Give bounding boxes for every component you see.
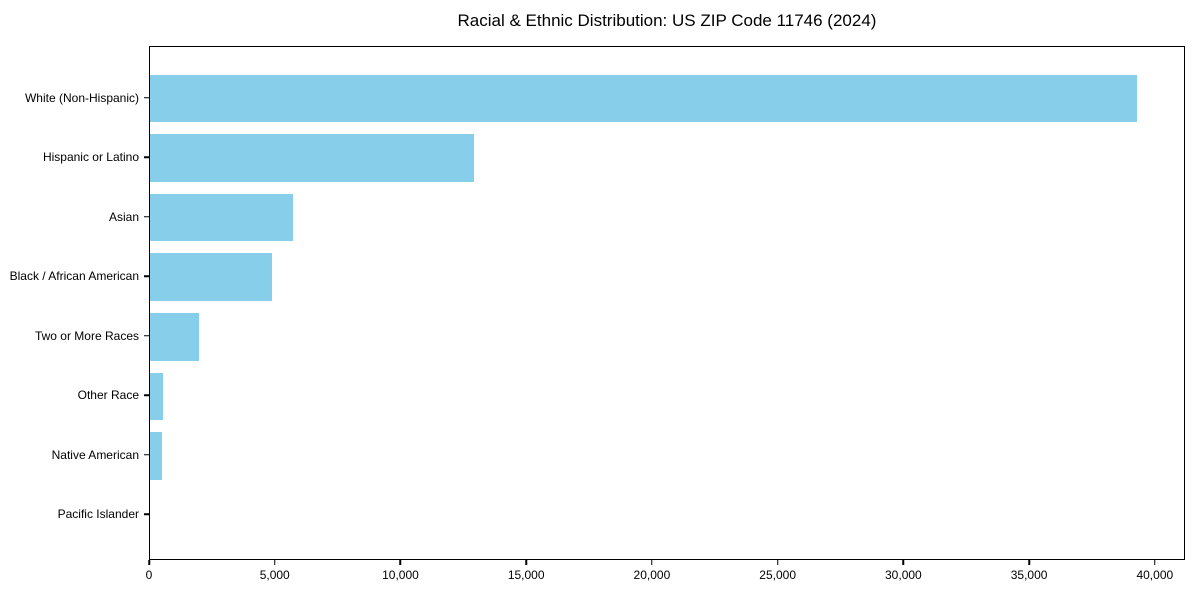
x-tick-label: 35,000 (1010, 568, 1048, 582)
bar-black-african-american (150, 253, 272, 301)
y-tick-mark (144, 513, 149, 516)
x-tick-mark (651, 560, 653, 565)
y-tick-label: Pacific Islander (57, 507, 139, 522)
y-tick-label: Hispanic or Latino (42, 150, 139, 165)
x-tick-mark (902, 560, 905, 565)
x-tick-label: 0 (145, 568, 153, 582)
y-tick-mark (144, 156, 149, 158)
y-tick-mark (144, 215, 149, 218)
x-tick-label: 20,000 (633, 568, 671, 582)
x-tick-label: 5,000 (259, 568, 290, 582)
x-tick-label: 30,000 (885, 568, 922, 582)
bar-two-or-more-races (150, 312, 200, 361)
y-tick-mark (144, 454, 149, 456)
y-tick-label: Black / African American (9, 269, 139, 284)
x-tick-mark (273, 560, 276, 565)
x-tick-mark (399, 560, 402, 565)
chart-title: Racial & Ethnic Distribution: US ZIP Cod… (457, 11, 877, 30)
x-tick-mark (1154, 560, 1156, 565)
x-tick-label: 15,000 (507, 568, 545, 582)
y-tick-mark (144, 96, 149, 99)
bar-native-american (150, 432, 162, 480)
plot-area (149, 46, 1185, 560)
x-tick-mark (525, 560, 527, 565)
x-tick-label: 25,000 (759, 568, 796, 582)
x-tick-label: 10,000 (382, 568, 419, 582)
bar-hispanic-or-latino (150, 134, 475, 182)
y-tick-mark (144, 394, 149, 397)
y-tick-label: Native American (51, 447, 139, 462)
x-tick-label: 40,000 (1136, 568, 1174, 582)
y-tick-mark (144, 335, 149, 337)
y-tick-mark (144, 275, 149, 277)
bar-asian (150, 193, 294, 242)
y-tick-label: White (Non-Hispanic) (24, 90, 139, 105)
y-tick-label: Asian (108, 209, 139, 224)
x-tick-mark (148, 560, 150, 565)
x-tick-mark (1028, 560, 1030, 565)
bar-other-race (150, 372, 164, 421)
y-tick-label: Two or More Races (34, 328, 139, 343)
x-tick-mark (776, 560, 779, 565)
y-tick-label: Other Race (77, 388, 139, 403)
bar-white-non-hispanic (150, 74, 1137, 123)
